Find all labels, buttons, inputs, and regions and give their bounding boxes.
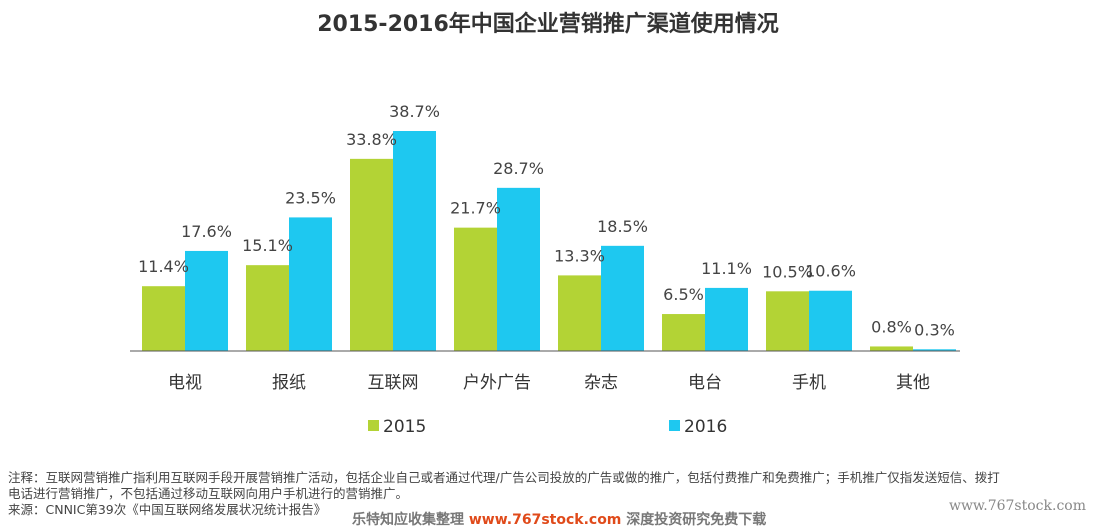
bars-group <box>142 131 956 351</box>
value-label-2016-5: 11.1% <box>701 259 752 278</box>
watermark-prefix: 乐特知应收集整理 <box>352 512 464 528</box>
category-label-7: 其他 <box>896 373 930 393</box>
note-line-2: 电话进行营销推广，不包括通过移动互联网向用户手机进行的营销推广。 <box>8 486 409 501</box>
source-line: 来源：CNNIC第39次《中国互联网络发展状况统计报告》 <box>8 502 327 517</box>
category-label-0: 电视 <box>168 373 202 393</box>
value-labels-group: 11.4% 17.6% 15.1% 23.5% 33.8% 38.7% 21.7% 28.7%… <box>138 102 955 339</box>
footnotes: 注释：互联网营销推广指利用互联网手段开展营销推广活动，包括企业自己或者通过代理/… <box>8 470 1088 518</box>
bar-chart: 11.4% 17.6% 15.1% 23.5% 33.8% 38.7% 21.7% 28.7%… <box>130 102 960 437</box>
value-label-2016-4: 18.5% <box>597 217 648 236</box>
legend-label-2016: 2016 <box>684 417 727 437</box>
value-label-2016-6: 10.6% <box>805 262 856 281</box>
category-labels-group: 电视 报纸 互联网 户外广告 杂志 电台 手机 其他 <box>168 373 930 393</box>
category-label-2: 互联网 <box>368 373 419 393</box>
value-label-2015-4: 13.3% <box>554 246 605 265</box>
watermark-middle: 乐特知应收集整理 www.767stock.com 深度投资研究免费下载 <box>352 509 766 529</box>
bar-2015-0 <box>142 286 185 351</box>
chart-title: 2015-2016年中国企业营销推广渠道使用情况 <box>317 12 779 37</box>
bar-2015-5 <box>662 314 705 351</box>
bar-2016-6 <box>809 290 852 351</box>
legend-swatch-2015 <box>368 420 379 431</box>
category-label-3: 户外广告 <box>463 373 531 393</box>
value-label-2015-7: 0.8% <box>871 317 912 336</box>
watermark-right: www.767stock.com <box>948 498 1086 514</box>
value-label-2016-7: 0.3% <box>914 320 955 339</box>
legend-label-2015: 2015 <box>383 417 426 437</box>
watermark-suffix: 深度投资研究免费下载 <box>626 512 767 528</box>
value-label-2016-0: 17.6% <box>181 222 232 241</box>
category-label-5: 电台 <box>688 373 722 393</box>
bar-2015-3 <box>454 227 497 351</box>
bar-2016-1 <box>289 217 332 351</box>
legend-swatch-2016 <box>669 420 680 431</box>
bar-2015-1 <box>246 265 289 351</box>
value-label-2015-5: 6.5% <box>663 285 704 304</box>
value-label-2015-3: 21.7% <box>450 199 501 218</box>
bar-2015-7 <box>870 346 913 351</box>
bar-2016-7 <box>913 349 956 351</box>
value-label-2016-2: 38.7% <box>389 102 440 121</box>
value-label-2015-1: 15.1% <box>242 236 293 255</box>
note-line-1: 注释：互联网营销推广指利用互联网手段开展营销推广活动，包括企业自己或者通过代理/… <box>8 470 1000 485</box>
value-label-2016-3: 28.7% <box>493 159 544 178</box>
value-label-2015-6: 10.5% <box>762 262 813 281</box>
bar-2016-3 <box>497 187 540 351</box>
value-label-2016-1: 23.5% <box>285 188 336 207</box>
bar-2016-2 <box>393 131 436 351</box>
category-label-4: 杂志 <box>584 373 618 393</box>
bar-2016-5 <box>705 287 748 351</box>
bar-2016-4 <box>601 245 644 351</box>
category-label-1: 报纸 <box>272 373 306 393</box>
value-label-2015-2: 33.8% <box>346 130 397 149</box>
bar-2015-6 <box>766 291 809 351</box>
bar-2015-2 <box>350 158 393 351</box>
bar-2015-4 <box>558 275 601 351</box>
value-label-2015-0: 11.4% <box>138 257 189 276</box>
bar-2016-0 <box>185 250 228 351</box>
watermark-url[interactable]: www.767stock.com <box>468 512 622 528</box>
category-label-6: 手机 <box>792 373 826 393</box>
legend: 2015 2016 <box>368 417 727 437</box>
